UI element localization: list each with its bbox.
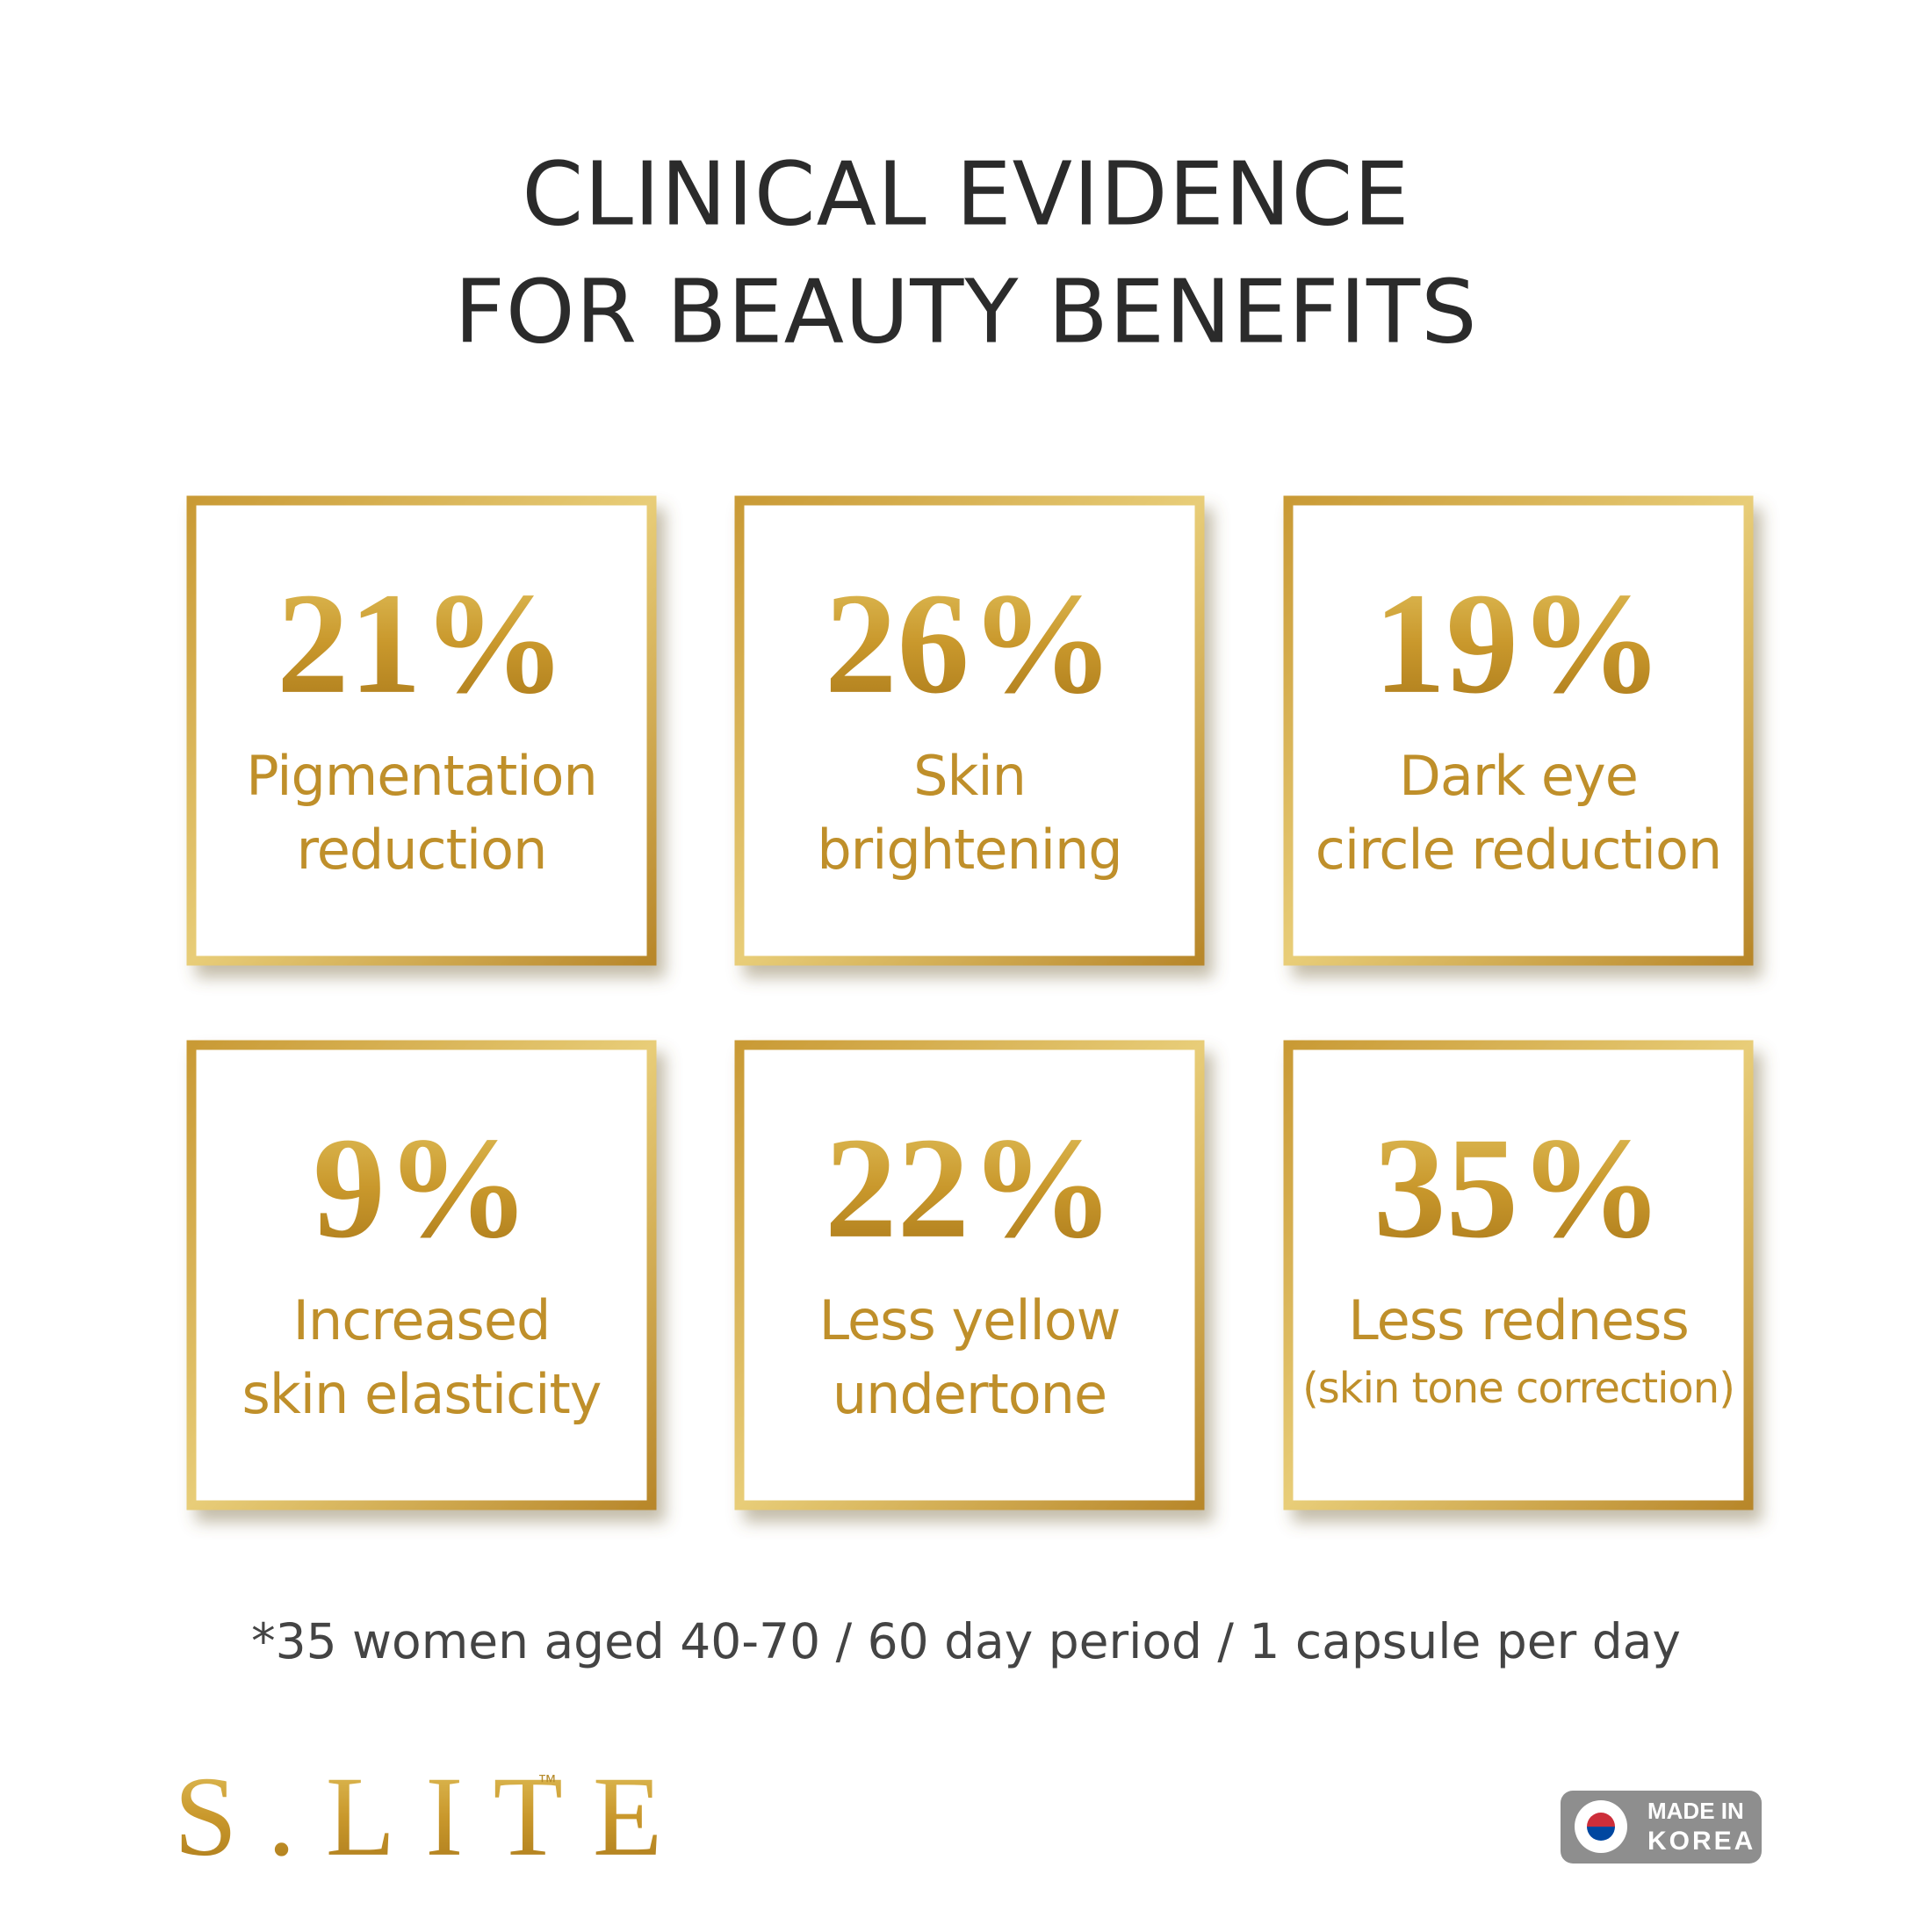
footnote: *35 women aged 40-70 / 60 day period / 1… — [251, 1613, 1681, 1669]
card-label: Less yellow — [819, 1288, 1121, 1352]
card-value: 19% — [1373, 563, 1663, 724]
card-label: circle reduction — [1316, 818, 1721, 882]
card-frame — [186, 495, 657, 966]
card: 22% Less yellow undertone — [734, 1040, 1205, 1510]
card-label: reduction — [297, 818, 547, 882]
trademark: ™ — [537, 1770, 557, 1792]
card: 35% Less redness (skin tone correction) — [1283, 1040, 1754, 1510]
card-label: Less redness — [1348, 1288, 1689, 1352]
card-value: 26% — [825, 563, 1114, 724]
card: 19% Dark eye circle reduction — [1283, 495, 1754, 966]
title-line: FOR BEAUTY BENEFITS — [454, 260, 1477, 363]
card-frame — [734, 495, 1205, 966]
card-value: 21% — [277, 563, 566, 724]
flag-blue — [1587, 1827, 1615, 1841]
card-label: Dark eye — [1399, 744, 1638, 808]
made-in-korea-badge: MADE IN KOREA — [1561, 1791, 1762, 1864]
card-label: Increased — [293, 1288, 551, 1352]
card-frame — [734, 1040, 1205, 1510]
card: 26% Skin brightening — [734, 495, 1205, 966]
title-line: CLINICAL EVIDENCE — [522, 142, 1409, 245]
card-value: 9% — [313, 1107, 530, 1268]
flag-red — [1587, 1813, 1615, 1827]
card-frame — [1283, 495, 1754, 966]
card-value: 22% — [825, 1107, 1114, 1268]
brand-logo: S.LITE — [174, 1754, 692, 1880]
card-frame — [186, 1040, 657, 1510]
card-frame — [1283, 1040, 1754, 1510]
badge-text: MADE IN — [1647, 1798, 1744, 1824]
card-label: brightening — [817, 818, 1121, 882]
card-label: Pigmentation — [246, 744, 597, 808]
card-label: undertone — [833, 1362, 1107, 1426]
badge-text: KOREA — [1647, 1827, 1755, 1856]
card-label: skin elasticity — [242, 1362, 602, 1426]
card-label: (skin tone correction) — [1302, 1364, 1734, 1413]
card-value: 35% — [1373, 1107, 1663, 1268]
card-label: Skin — [913, 744, 1026, 808]
cards: 21% Pigmentation reduction 26% Skin brighteni… — [186, 495, 1754, 1510]
card: 9% Increased skin elasticity — [186, 1040, 657, 1510]
card: 21% Pigmentation reduction — [186, 495, 657, 966]
